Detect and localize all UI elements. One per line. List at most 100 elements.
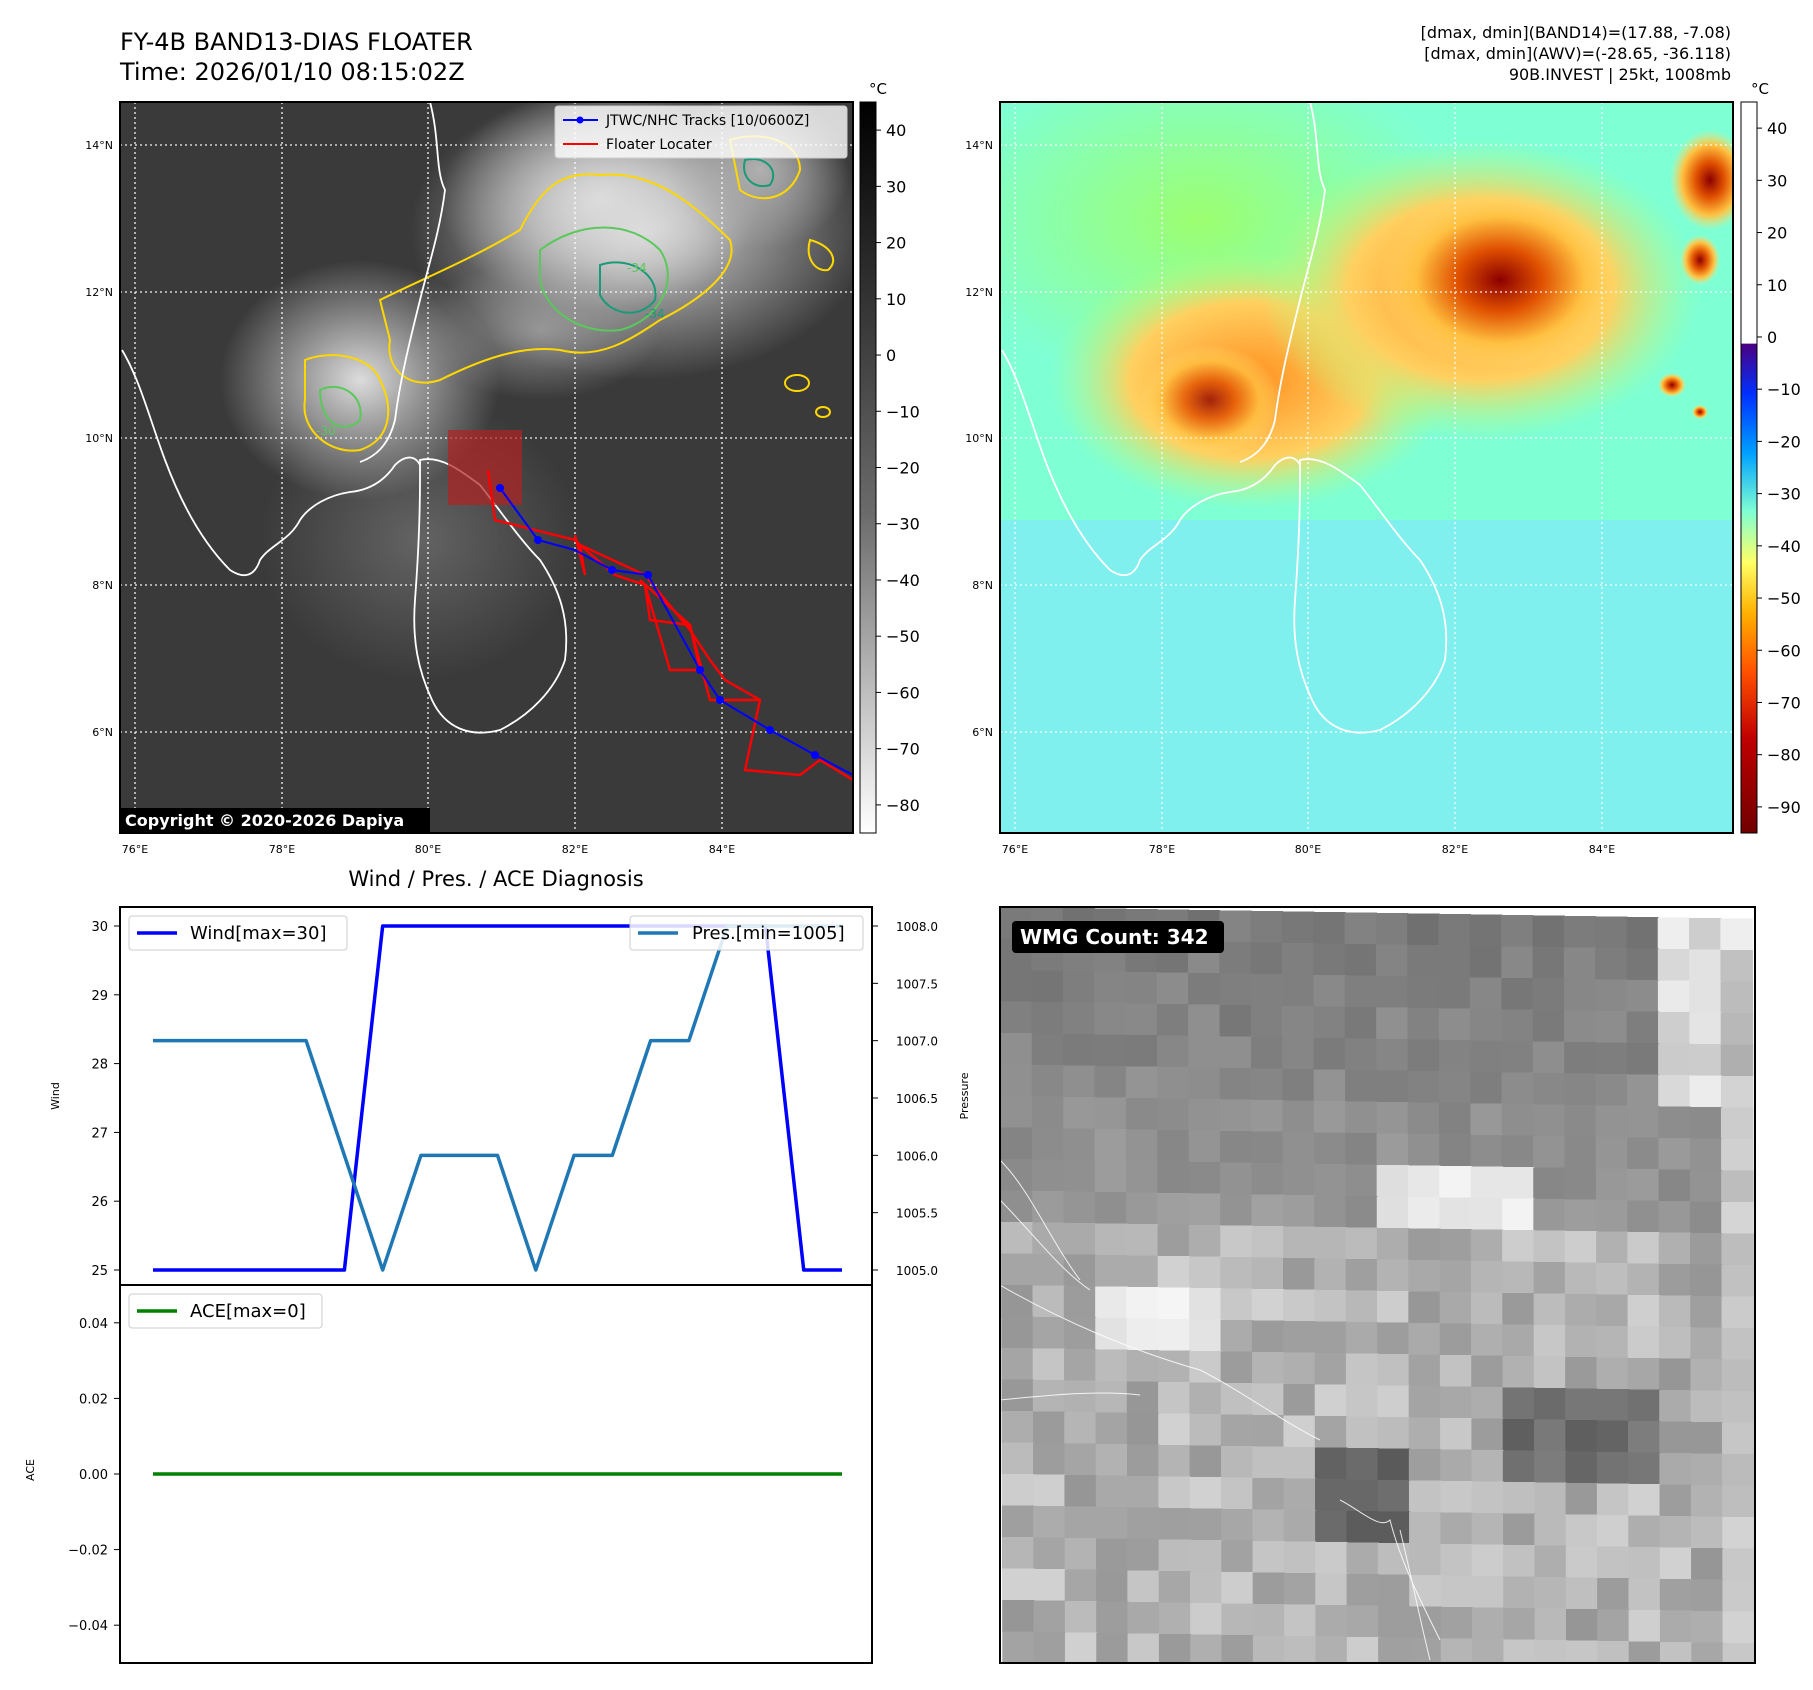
wv-lat-tick: 6°N	[972, 726, 993, 739]
wmg-pixel	[1252, 1541, 1286, 1574]
info-storm: 90B.INVEST | 25kt, 1008mb	[1509, 65, 1731, 84]
pressure-ytick-label: 1006.5	[896, 1092, 938, 1106]
wv-colorbar-tick-label: −70	[1767, 693, 1801, 712]
wmg-pixel	[1095, 1475, 1129, 1508]
wmg-pixel	[1157, 1256, 1191, 1289]
contour-label-2: -34	[645, 307, 665, 321]
wmg-pixel	[1438, 1040, 1472, 1073]
wmg-pixel	[1064, 1475, 1097, 1508]
wmg-pixel	[1596, 1452, 1630, 1485]
wmg-pixel	[1126, 1192, 1159, 1225]
coast-india-east	[1239, 102, 1326, 463]
wmg-pixel	[1503, 1576, 1536, 1609]
wmg-pixel	[1626, 980, 1660, 1013]
wv-colorbar-tick-label: 10	[1767, 276, 1787, 295]
wmg-pixel	[1408, 1323, 1441, 1356]
wmg-pixel	[1597, 1609, 1630, 1642]
wmg-pixel	[1658, 1012, 1691, 1045]
wind-ytick-label: 30	[91, 920, 108, 935]
wmg-pixel	[1220, 1320, 1254, 1353]
wmg-pixel	[1378, 1606, 1411, 1639]
wv-colorbar: °C 40 30 20 10 0 −10 −20 −30 −40 −50 −60 −70 −80 −90	[1740, 80, 1801, 834]
wmg-pixel	[1469, 946, 1503, 979]
wmg-pixel	[1156, 972, 1190, 1005]
track-point	[811, 751, 819, 759]
wmg-pixel	[1063, 1191, 1097, 1224]
wmg-pixel	[1095, 1255, 1128, 1288]
wv-colorbar-tick-label: −30	[1767, 485, 1801, 504]
wmg-pixel	[1188, 1130, 1222, 1163]
wmg-pixel	[1313, 975, 1346, 1008]
wv-lon-tick: 80°E	[1295, 843, 1321, 856]
coast-srilanka	[1293, 458, 1448, 734]
wmg-pixel	[1219, 1099, 1253, 1132]
wmg-pixel	[1377, 1385, 1410, 1418]
wmg-pixel	[1221, 1572, 1254, 1605]
wmg-pixel	[1251, 1226, 1285, 1259]
wmg-pixel	[1720, 981, 1754, 1014]
track-point	[716, 696, 724, 704]
ir-lat-tick: 10°N	[85, 432, 113, 445]
wmg-pixel	[1282, 1100, 1315, 1133]
wmg-pixel	[1126, 1350, 1160, 1383]
wmg-pixel	[1344, 975, 1378, 1008]
wmg-pixel	[1564, 1042, 1597, 1075]
wmg-pixel	[1001, 1442, 1035, 1475]
wmg-pixel	[1314, 1195, 1347, 1228]
wmg-pixel	[1221, 1477, 1254, 1510]
wmg-pixel	[1595, 1074, 1629, 1107]
wmg-pixel	[1689, 918, 1722, 951]
wmg-pixel	[1533, 1293, 1567, 1326]
wmg-pixel	[1063, 1034, 1096, 1067]
wmg-pixel	[1657, 917, 1691, 950]
track-point	[644, 571, 652, 579]
wmg-pixel	[1565, 1325, 1598, 1358]
wmg-pixel	[1502, 1198, 1535, 1231]
wmg-pixel	[1250, 974, 1284, 1007]
wmg-pixel	[1064, 1349, 1097, 1382]
wmg-pixel	[1375, 913, 1409, 946]
wmg-pixel	[1628, 1578, 1661, 1611]
wmg-pixel	[1126, 1318, 1160, 1351]
wmg-pixel	[1252, 1446, 1285, 1479]
wmg-pixel	[1689, 949, 1722, 982]
wmg-pixel	[1189, 1540, 1223, 1573]
wmg-pixel	[1346, 1416, 1379, 1449]
pressure-ytick-label: 1006.0	[896, 1149, 938, 1163]
wmg-pixel	[1627, 1137, 1660, 1170]
wmg-pixel	[1532, 1010, 1566, 1043]
wmg-pixel	[1158, 1539, 1192, 1572]
figure-title: FY-4B BAND13-DIAS FLOATER	[120, 28, 473, 56]
wv-colorbar-tick-label: −10	[1767, 380, 1801, 399]
ir-frame	[119, 101, 854, 834]
wmg-pixel	[1439, 1197, 1472, 1230]
wmg-pixel	[1534, 1608, 1568, 1641]
wmg-pixel	[1627, 1358, 1661, 1391]
wmg-pixel	[1094, 1066, 1127, 1099]
wmg-pixel	[1219, 1068, 1253, 1101]
wmg-pixel	[1470, 1009, 1503, 1042]
figure-time: Time: 2026/01/10 08:15:02Z	[119, 58, 465, 86]
wmg-pixel	[1721, 1296, 1755, 1329]
wmg-pixel	[1096, 1601, 1129, 1634]
wmg-pixel	[1095, 1444, 1129, 1477]
wmg-pixel	[1314, 1164, 1347, 1197]
wmg-pixel	[1440, 1575, 1474, 1608]
wmg-pixel	[1064, 1601, 1098, 1634]
wmg-pixel	[1470, 1198, 1504, 1231]
wv-hot-core	[1380, 190, 1620, 370]
wmg-pixel	[1502, 1261, 1535, 1294]
wmg-pixel	[1063, 1160, 1096, 1193]
wmg-pixel	[1659, 1421, 1692, 1454]
wmg-pixel	[1501, 915, 1534, 948]
wmg-pixel	[1596, 1231, 1629, 1264]
wmg-pixel	[1033, 1506, 1066, 1539]
wmg-pixel	[1439, 1355, 1473, 1388]
wmg-pixel	[1376, 1070, 1409, 1103]
wv-coastline	[1001, 102, 1448, 734]
wind-ytick-label: 28	[91, 1058, 108, 1073]
ir-lon-tick: 80°E	[415, 843, 441, 856]
wmg-pixel	[1031, 1002, 1065, 1035]
legend-floater-label: Floater Locater	[606, 137, 712, 153]
wv-lon-tick: 82°E	[1442, 843, 1468, 856]
